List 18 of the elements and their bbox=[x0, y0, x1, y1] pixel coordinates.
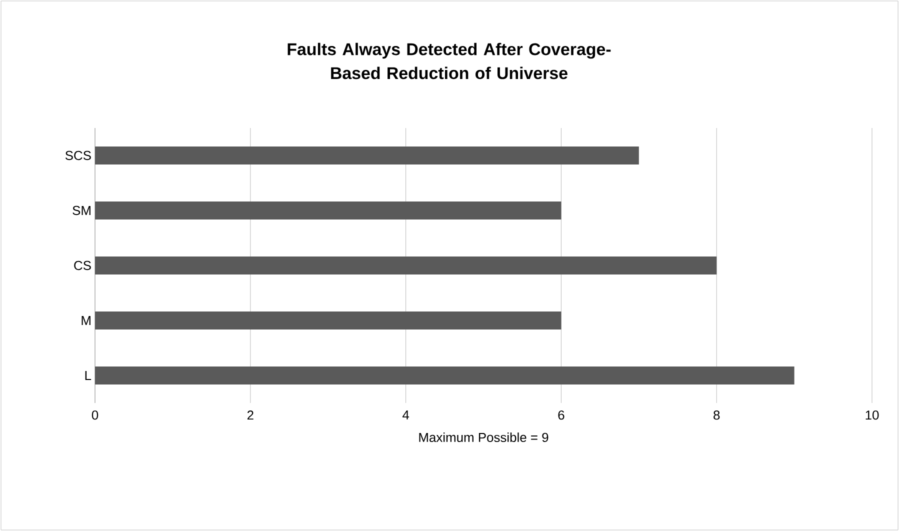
x-tick-label: 10 bbox=[866, 410, 879, 420]
y-tick-label: SCS bbox=[65, 150, 91, 160]
y-tick-label: SM bbox=[72, 206, 90, 216]
bar bbox=[95, 256, 717, 274]
chart-title: Faults Always Detected After Coverage-Based Reduction of Universe bbox=[288, 42, 611, 80]
x-tick-label: 0 bbox=[92, 410, 98, 420]
bar bbox=[95, 311, 562, 330]
x-axis-title: Maximum Possible = 9 bbox=[419, 432, 548, 442]
y-tick-label: L bbox=[85, 371, 92, 380]
x-tick-label: 6 bbox=[558, 410, 564, 420]
x-tick-label: 2 bbox=[247, 410, 254, 420]
x-tick-label: 8 bbox=[714, 410, 720, 420]
y-tick-label: CS bbox=[74, 260, 91, 270]
bar bbox=[95, 201, 562, 220]
x-tick-label: 4 bbox=[402, 410, 410, 420]
bar bbox=[95, 146, 639, 164]
y-tick-label: M bbox=[82, 316, 90, 325]
bar bbox=[95, 366, 794, 384]
